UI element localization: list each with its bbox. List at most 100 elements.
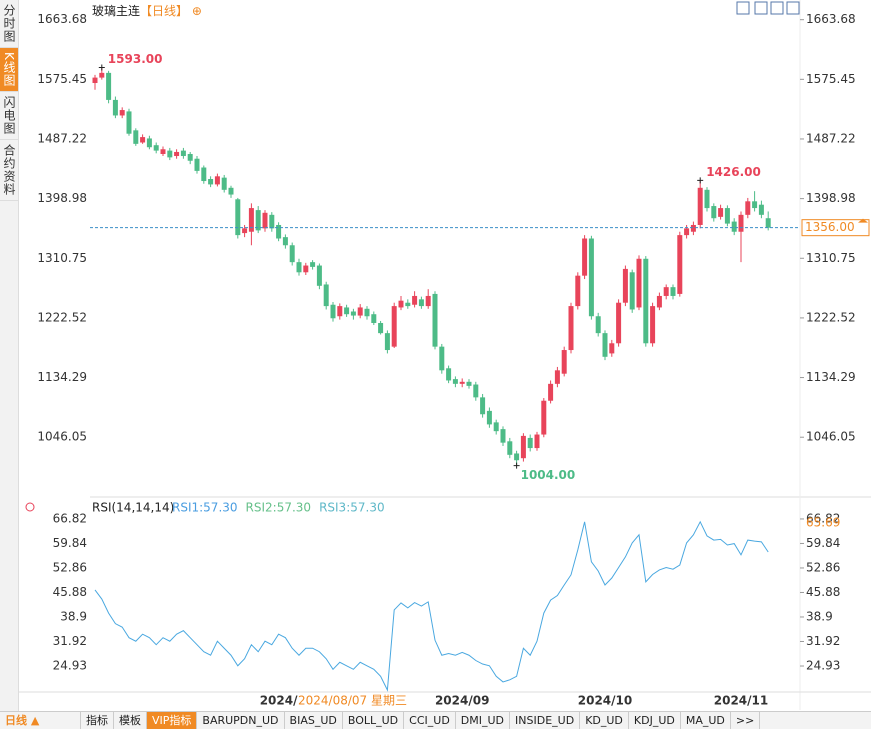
rsi-legend-value: 57.30: [203, 501, 237, 515]
candle-body: [112, 99, 118, 116]
candle-body: [758, 204, 764, 215]
add-button[interactable]: ⊕: [191, 4, 202, 18]
rsi-label: RSI(14,14,14): [92, 501, 174, 515]
y-tick-label-right: 1663.68: [806, 12, 856, 26]
rsi-legend-name: RSI1:: [172, 501, 203, 515]
sidebar-tab[interactable]: K线图: [0, 48, 18, 92]
indicator-tab[interactable]: INSIDE_UD: [510, 712, 581, 729]
candle-body: [493, 422, 499, 432]
candle-body: [731, 221, 737, 232]
candle-body: [187, 153, 193, 161]
cursor-date-label: 2024/08/07 星期三: [298, 694, 407, 708]
candle-body: [303, 265, 309, 273]
indicator-tab[interactable]: VIP指标: [147, 712, 198, 729]
candle-body: [724, 208, 730, 224]
candle-body: [738, 214, 744, 232]
candle-body: [568, 306, 574, 351]
sidebar-tab[interactable]: 合约资料: [0, 140, 18, 201]
y-tick-label-right: 1575.45: [806, 72, 856, 86]
candle-body: [214, 176, 220, 185]
candle-body: [418, 299, 424, 307]
last-price-box: [801, 219, 870, 237]
candle-body: [153, 145, 159, 151]
candle-body: [432, 293, 438, 347]
candle-body: [337, 306, 343, 317]
indicator-tab[interactable]: KDJ_UD: [629, 712, 681, 729]
candle-body: [622, 268, 628, 303]
candle-body: [248, 208, 254, 232]
candle-body: [384, 333, 390, 351]
candle-body: [500, 429, 506, 443]
rsi-tick-label: 38.9: [60, 609, 87, 623]
candle-body: [616, 302, 622, 344]
rsi-tick-label: 52.86: [53, 560, 87, 574]
candle-body: [201, 167, 207, 182]
toolbar-icons[interactable]: [736, 1, 800, 15]
sidebar-tab[interactable]: 分时图: [0, 0, 18, 48]
indicator-tab[interactable]: BIAS_UD: [285, 712, 343, 729]
settings-icon[interactable]: [25, 502, 35, 512]
candle-body: [126, 111, 132, 134]
candle-body: [466, 381, 472, 386]
rsi-legend-value: 57.30: [350, 501, 384, 515]
candle-body: [330, 304, 336, 319]
candle-body: [534, 434, 540, 449]
x-tick-label: 2024/: [260, 694, 298, 708]
y-tick-label-right: 1487.22: [806, 131, 856, 145]
y-tick-label: 1222.52: [37, 310, 87, 324]
indicator-tab[interactable]: KD_UD: [580, 712, 629, 729]
candle-body: [452, 379, 458, 384]
indicator-tab[interactable]: >>: [731, 712, 761, 729]
rsi-tick-label-right: 31.92: [806, 634, 840, 648]
candle-body: [527, 437, 533, 449]
candle-body: [106, 72, 112, 100]
candle-body: [344, 307, 350, 315]
candle-body: [697, 187, 703, 225]
y-tick-label-right: 1046.05: [806, 430, 856, 444]
last-price-label: 1356.00: [805, 220, 855, 234]
indicator-tab[interactable]: CCI_UD: [404, 712, 456, 729]
candle-body: [235, 199, 241, 236]
indicator-tab[interactable]: 模板: [114, 712, 147, 729]
indicator-tab[interactable]: MA_UD: [681, 712, 731, 729]
indicator-tab[interactable]: 指标: [81, 712, 114, 729]
annotation-cross: [697, 177, 704, 184]
candle-body: [194, 158, 200, 171]
rsi-line: [94, 520, 769, 692]
y-tick-label-right: 1310.75: [806, 251, 856, 265]
last-price-arrow: [858, 218, 868, 223]
candle-body: [711, 206, 717, 219]
candle-body: [704, 189, 710, 209]
candle-body: [459, 381, 465, 384]
candle-body: [439, 346, 445, 371]
rsi-tick-label: 24.93: [53, 659, 87, 673]
period-tab[interactable]: 日线 ▲: [0, 712, 81, 729]
candle-body: [548, 383, 554, 401]
candle-body: [473, 384, 479, 398]
candle-body: [350, 311, 356, 316]
candle-body: [316, 265, 322, 286]
candle-body: [133, 130, 139, 144]
candle-body: [609, 343, 615, 354]
candle-body: [752, 201, 758, 209]
y-tick-label: 1487.22: [37, 131, 87, 145]
indicator-tab[interactable]: BOLL_UD: [343, 712, 405, 729]
tab-bar: 日线 ▲ 指标 模板 VIP指标 BARUPDN_UD BIAS_UD BOLL_UD CCI…: [0, 711, 871, 729]
candle-body: [425, 295, 431, 307]
candle-body: [582, 238, 588, 276]
candle-body: [262, 212, 268, 229]
candle-body: [405, 302, 411, 307]
candle-body: [412, 295, 418, 305]
sidebar-tab[interactable]: 闪电图: [0, 92, 18, 140]
candle-body: [323, 284, 329, 307]
candle-body: [221, 177, 227, 190]
y-tick-label: 1663.68: [37, 12, 87, 26]
indicator-tab[interactable]: BARUPDN_UD: [197, 712, 285, 729]
candle-body: [520, 435, 526, 459]
candle-body: [92, 77, 98, 84]
candle-body: [514, 453, 520, 461]
rsi-tick-label: 59.84: [53, 536, 87, 550]
indicator-tab[interactable]: DMI_UD: [456, 712, 511, 729]
